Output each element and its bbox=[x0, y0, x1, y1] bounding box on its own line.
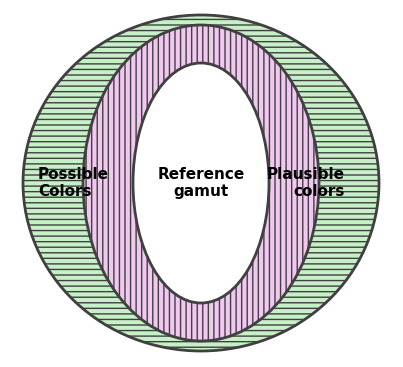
Text: Plausible
colors: Plausible colors bbox=[267, 167, 345, 199]
Text: Possible
Colors: Possible Colors bbox=[38, 167, 109, 199]
Ellipse shape bbox=[23, 15, 379, 351]
Ellipse shape bbox=[133, 63, 269, 303]
Ellipse shape bbox=[83, 25, 319, 341]
Text: Reference
gamut: Reference gamut bbox=[158, 167, 245, 199]
